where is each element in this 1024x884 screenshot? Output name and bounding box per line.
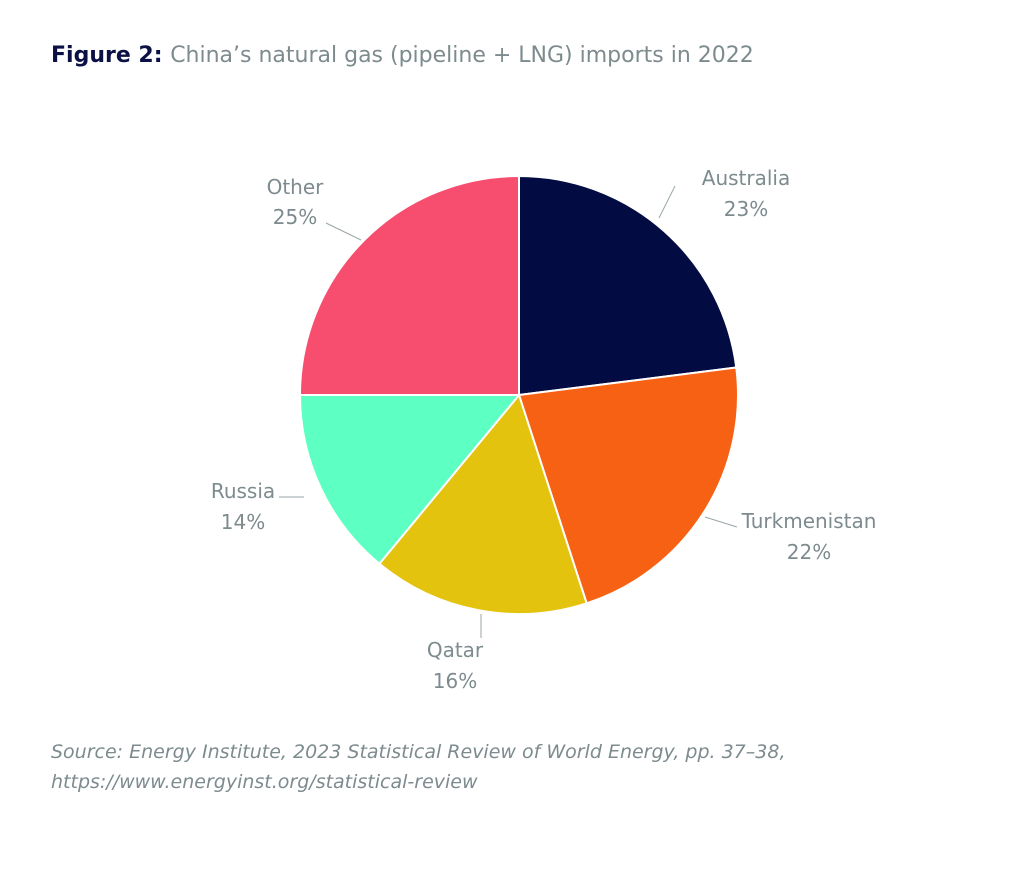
- slice-value-australia: 23%: [724, 197, 768, 221]
- source-note: Source: Energy Institute, 2023 Statistic…: [51, 737, 981, 797]
- slice-label-qatar: Qatar: [427, 638, 484, 662]
- figure-title-text: China’s natural gas (pipeline + LNG) imp…: [170, 43, 754, 68]
- slice-label-australia: Australia: [702, 166, 790, 190]
- pie-slice-turkmenistan: [518, 366, 739, 605]
- pie-slice-qatar: [378, 394, 588, 615]
- slice-value-qatar: 16%: [433, 669, 477, 693]
- chart-title: Figure 2: China’s natural gas (pipeline …: [51, 41, 754, 71]
- pie-slice-russia: [299, 394, 520, 565]
- slice-value-turkmenistan: 22%: [787, 540, 831, 564]
- figure-number: Figure 2:: [51, 43, 163, 68]
- slice-label-russia: Russia: [211, 479, 275, 503]
- source-url: https://www.energyinst.org/statistical-r…: [51, 771, 478, 793]
- leader-line-other: [325, 222, 362, 241]
- leader-line-turkmenistan: [704, 516, 738, 528]
- pie-slice-australia: [518, 175, 738, 396]
- slice-label-turkmenistan: Turkmenistan: [741, 509, 877, 533]
- slice-value-russia: 14%: [221, 510, 265, 534]
- slice-value-other: 25%: [273, 205, 317, 229]
- slice-label-other: Other: [267, 175, 325, 199]
- pie-slice-other: [299, 175, 520, 396]
- source-line-1: Source: Energy Institute, 2023 Statistic…: [51, 741, 786, 763]
- leader-line-australia: [658, 185, 676, 219]
